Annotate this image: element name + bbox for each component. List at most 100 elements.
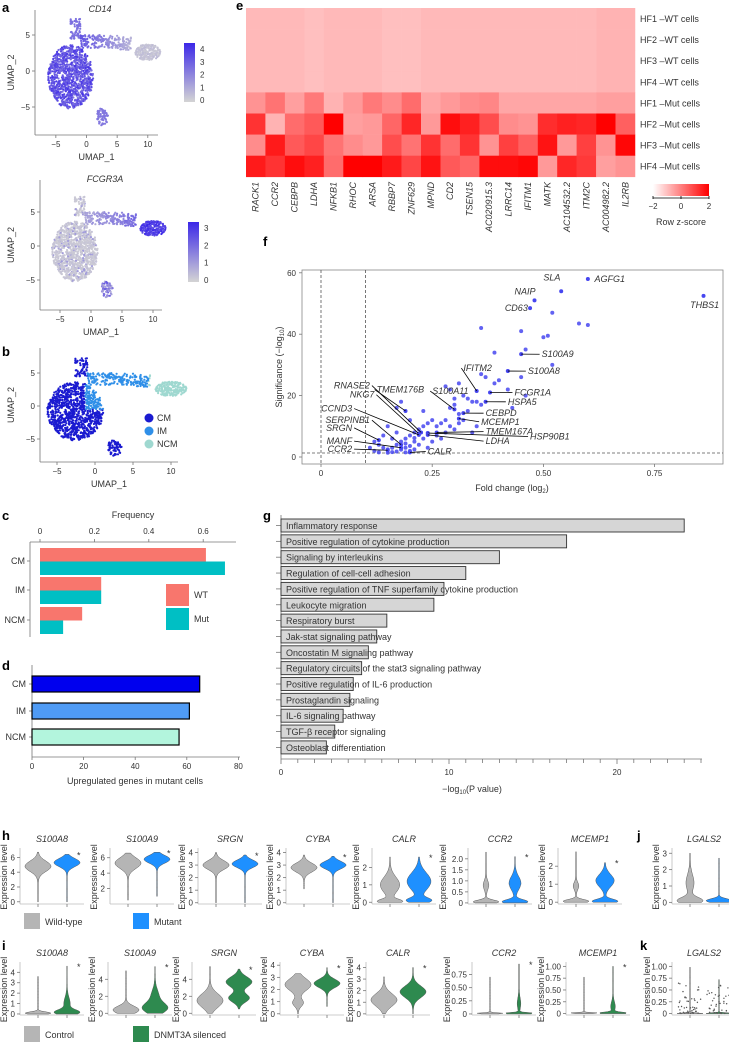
umap-point — [78, 209, 81, 212]
umap-point — [85, 363, 88, 366]
bar-wt-ncm — [40, 607, 83, 621]
umap-point — [102, 376, 105, 379]
heatmap-cell — [479, 50, 500, 72]
umap-point — [59, 228, 62, 232]
colorbar — [188, 222, 199, 282]
heatmap-cell — [246, 134, 266, 156]
umap-point — [115, 218, 118, 221]
heatmap-cell — [284, 50, 305, 72]
umap-point — [152, 49, 155, 52]
umap-point — [88, 272, 91, 275]
y-tick-label: 5 — [31, 369, 36, 378]
umap-point — [70, 226, 73, 229]
umap-point — [76, 61, 79, 64]
heatmap-cell — [304, 8, 325, 30]
umap-point — [69, 63, 73, 66]
heatmap-cell — [459, 8, 480, 30]
umap-point — [121, 43, 124, 46]
colorbar-tick-label: 2 — [200, 71, 205, 80]
heatmap-cell — [459, 71, 480, 93]
umap-point — [88, 397, 91, 400]
umap-point — [55, 242, 58, 245]
umap-point — [84, 419, 87, 422]
umap-point — [164, 389, 167, 392]
umap-point — [78, 31, 81, 34]
umap-point — [81, 416, 84, 419]
column-label: AC004982.2 — [601, 182, 611, 233]
umap-point — [116, 220, 119, 224]
umap-point — [75, 266, 78, 269]
umap-point — [79, 359, 82, 362]
umap-point — [129, 224, 132, 228]
legend-label: Mut — [194, 614, 210, 624]
umap-point — [109, 442, 112, 445]
umap-point — [103, 111, 106, 114]
umap-point — [128, 40, 131, 43]
umap-point — [112, 222, 115, 225]
umap-point — [60, 46, 64, 49]
umap-point — [50, 423, 53, 426]
umap-point — [58, 250, 61, 253]
umap-point — [153, 221, 156, 224]
umap-point — [73, 387, 76, 390]
umap-point — [106, 281, 109, 284]
gene-label: TMEM167A — [486, 427, 534, 437]
umap-point — [98, 413, 101, 416]
umap-point — [107, 211, 110, 214]
umap-point — [78, 374, 81, 377]
umap-point — [138, 57, 141, 60]
umap-point — [118, 380, 121, 383]
umap-point — [119, 220, 122, 223]
umap-point — [61, 102, 64, 105]
y-tick-label: 5 — [31, 208, 36, 217]
umap-point — [76, 66, 79, 69]
umap-point — [68, 394, 71, 397]
umap-point — [153, 232, 156, 235]
heatmap-cell — [343, 113, 364, 135]
umap-point — [126, 222, 129, 225]
umap-point — [135, 375, 138, 378]
umap-point — [130, 220, 133, 223]
umap-point — [57, 88, 60, 91]
umap-point — [158, 387, 161, 390]
volcano-point — [381, 433, 386, 438]
umap-point — [68, 416, 71, 419]
umap-point — [87, 94, 90, 97]
umap-point — [98, 120, 101, 123]
umap-point — [84, 384, 87, 387]
umap-point — [119, 48, 122, 51]
panel-label-a: a — [2, 0, 10, 15]
column-label: AC104532.2 — [562, 182, 572, 233]
umap-point — [153, 49, 156, 53]
umap-point — [63, 432, 66, 435]
leader-line — [427, 432, 529, 437]
umap-point — [90, 251, 93, 254]
heatmap-cell — [440, 155, 461, 178]
umap-point — [86, 366, 89, 369]
column-label: AC020915.3 — [484, 182, 494, 233]
umap-point — [81, 75, 84, 78]
umap-point — [58, 248, 61, 251]
umap-point — [83, 208, 86, 211]
umap-point — [56, 83, 59, 86]
umap-point — [64, 261, 67, 264]
umap-point — [99, 404, 102, 407]
umap-point — [145, 382, 149, 385]
umap-point — [73, 25, 76, 28]
umap-point — [155, 230, 158, 233]
umap-point — [103, 288, 107, 291]
heatmap-cell — [343, 29, 364, 51]
umap-point — [89, 404, 93, 407]
umap-point — [139, 227, 142, 230]
umap-point — [109, 382, 112, 385]
umap-point — [125, 44, 128, 47]
umap-point — [69, 20, 72, 23]
volcano-point — [403, 441, 408, 446]
umap-point — [155, 57, 158, 60]
umap-point — [77, 55, 81, 58]
row-label: HF2 –WT cells — [640, 35, 699, 45]
umap-point — [117, 446, 120, 449]
umap-point — [141, 58, 144, 61]
umap-point — [88, 248, 91, 251]
umap-point — [143, 378, 146, 381]
